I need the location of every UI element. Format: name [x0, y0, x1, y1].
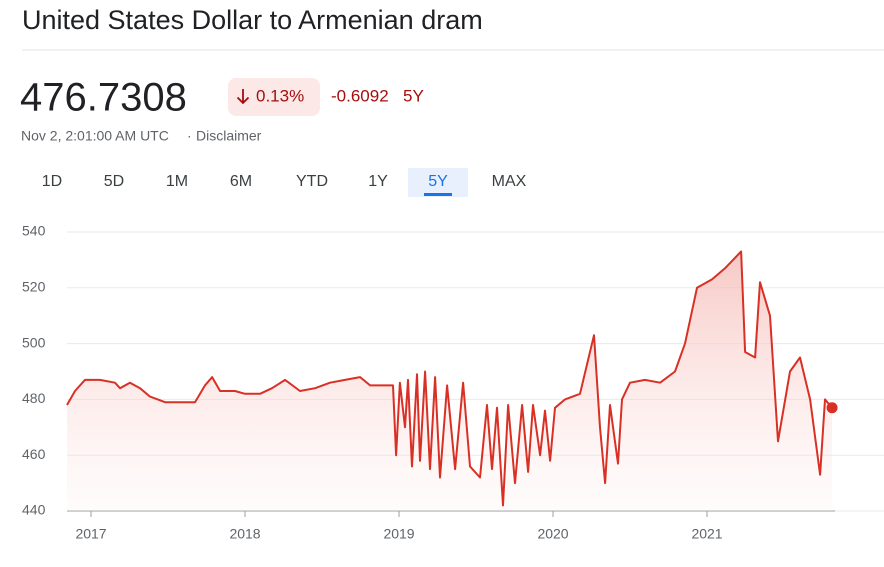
- current-price-dot: [826, 402, 838, 414]
- page-title: United States Dollar to Armenian dram: [22, 5, 483, 35]
- active-tab-bg: [408, 168, 468, 197]
- range-tab[interactable]: 1M: [166, 173, 188, 190]
- separator: ·: [187, 128, 192, 144]
- y-tick-label: 520: [22, 279, 46, 295]
- range-tab[interactable]: 6M: [230, 173, 252, 190]
- range-tab[interactable]: 5D: [104, 173, 124, 190]
- x-tick-label: 2020: [537, 526, 568, 542]
- x-tick-label: 2018: [229, 526, 260, 542]
- range-tab[interactable]: MAX: [492, 173, 527, 190]
- area-fill: [67, 251, 833, 511]
- range-tab[interactable]: 1D: [42, 173, 62, 190]
- range-tabs: 1D 5D 1M 6M YTD 1Y 5Y MAX: [42, 168, 527, 197]
- y-tick-label: 500: [22, 334, 46, 350]
- y-tick-label: 440: [22, 502, 46, 518]
- disclaimer-link[interactable]: Disclaimer: [196, 128, 262, 144]
- y-tick-label: 460: [22, 446, 46, 462]
- price: 476.7308: [20, 76, 187, 120]
- down-arrow-icon: [236, 89, 250, 105]
- range-tab[interactable]: 1Y: [368, 173, 388, 190]
- x-tick-label: 2019: [383, 526, 414, 542]
- chart: 440 460 480 500 520 540 2017 2018 2019 2020 2021: [22, 223, 884, 542]
- price-line: [66, 250, 833, 507]
- range-tab[interactable]: 5Y: [428, 173, 448, 190]
- active-tab-underline: [424, 193, 452, 196]
- change-percent: 0.13%: [256, 86, 304, 105]
- x-tick-label: 2017: [75, 526, 106, 542]
- change-badge: [228, 78, 320, 116]
- y-tick-label: 540: [22, 223, 46, 239]
- y-tick-label: 480: [22, 390, 46, 406]
- change-period: 5Y: [403, 86, 424, 105]
- change-value: -0.6092: [331, 86, 389, 105]
- range-tab[interactable]: YTD: [296, 173, 328, 190]
- timestamp: Nov 2, 2:01:00 AM UTC: [21, 128, 169, 144]
- x-tick-label: 2021: [691, 526, 722, 542]
